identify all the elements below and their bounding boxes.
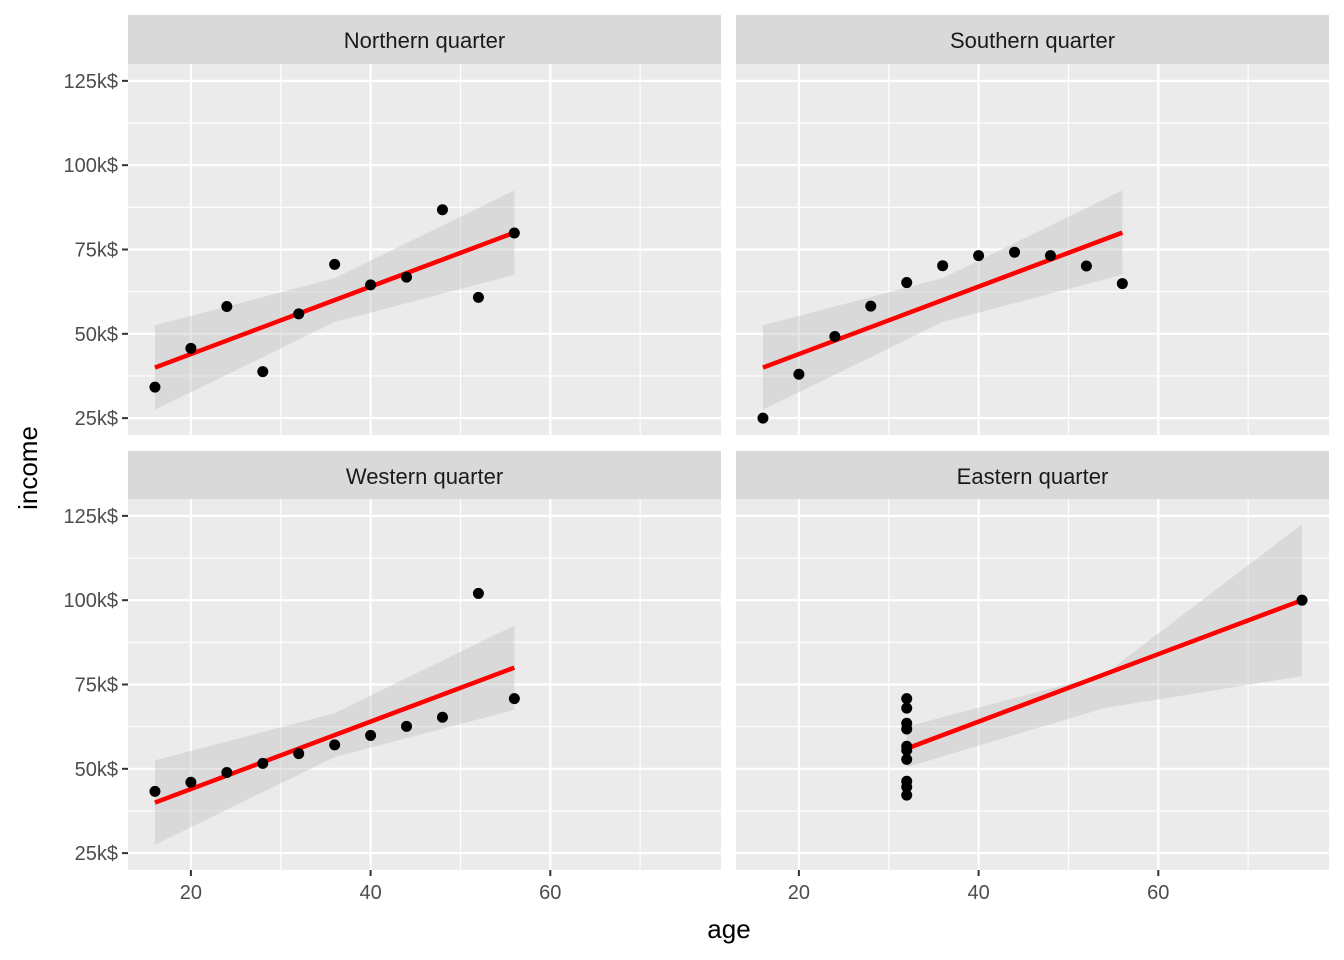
data-point xyxy=(293,748,305,760)
facet-panel: Western quarter 25k$ 50k$ 75k$ 100k$ 125k$ 20 4… xyxy=(64,451,721,904)
facet-strip xyxy=(128,451,721,499)
data-point xyxy=(472,291,484,303)
data-point xyxy=(1080,260,1092,272)
facet-panel: Eastern quarter 20 40 60 xyxy=(736,451,1329,904)
data-point xyxy=(973,250,985,262)
data-point xyxy=(901,753,913,765)
x-tick-label: 60 xyxy=(1147,882,1169,904)
data-point xyxy=(329,739,341,751)
confidence-band xyxy=(906,524,1303,768)
data-point xyxy=(257,366,269,378)
panels-layer: Northern quarter 25k$ 50k$ 75k$ 100k$ 125k$ So… xyxy=(64,15,1329,904)
y-tick-label: 125k$ xyxy=(64,506,119,528)
data-point xyxy=(829,331,841,343)
data-point xyxy=(865,300,877,312)
data-point xyxy=(185,342,197,354)
x-tick-label: 60 xyxy=(539,882,561,904)
x-tick-label: 40 xyxy=(967,882,989,904)
data-point xyxy=(1009,246,1021,258)
data-point xyxy=(901,789,913,801)
data-point xyxy=(149,381,161,393)
y-tick-label: 100k$ xyxy=(64,155,119,177)
regression-line xyxy=(905,598,1303,751)
data-point xyxy=(472,587,484,599)
regression-line xyxy=(762,230,1124,370)
facet-strip xyxy=(128,15,721,64)
data-point xyxy=(901,277,913,289)
data-point xyxy=(436,204,448,216)
facet-strip-label: Eastern quarter xyxy=(957,464,1109,489)
y-tick-label: 25k$ xyxy=(75,408,118,430)
data-point xyxy=(401,271,413,283)
data-point xyxy=(1116,278,1128,290)
y-tick-label: 50k$ xyxy=(75,759,118,781)
data-point xyxy=(901,717,913,729)
data-point xyxy=(436,711,448,723)
data-point xyxy=(221,300,233,312)
x-tick-label: 20 xyxy=(180,882,202,904)
regression-line xyxy=(154,230,516,370)
facet-panel: Southern quarter xyxy=(736,15,1329,435)
data-point xyxy=(329,258,341,270)
facet-strip-label: Western quarter xyxy=(346,464,503,489)
data-point xyxy=(508,693,520,705)
data-point xyxy=(293,308,305,320)
data-point xyxy=(365,729,377,741)
data-point xyxy=(365,279,377,291)
data-point xyxy=(1296,594,1308,606)
data-point xyxy=(149,785,161,797)
facet-strip-label: Northern quarter xyxy=(344,28,505,53)
data-point xyxy=(937,260,949,272)
data-point xyxy=(901,702,913,714)
data-point xyxy=(401,720,413,732)
data-point xyxy=(1044,250,1056,262)
y-tick-label: 125k$ xyxy=(64,71,119,93)
y-axis-title: income xyxy=(13,426,43,510)
data-point xyxy=(257,757,269,769)
facet-strip-label: Southern quarter xyxy=(950,28,1115,53)
y-tick-label: 100k$ xyxy=(64,590,119,612)
y-tick-label: 75k$ xyxy=(75,675,118,697)
data-point xyxy=(185,776,197,788)
facet-panel: Northern quarter 25k$ 50k$ 75k$ 100k$ 125k$ xyxy=(64,15,721,435)
y-tick-label: 25k$ xyxy=(75,843,118,865)
data-point xyxy=(793,368,805,380)
y-tick-label: 75k$ xyxy=(75,240,118,262)
facet-strip xyxy=(736,15,1329,64)
regression-line xyxy=(154,665,516,805)
x-axis-title: age xyxy=(707,914,750,944)
y-tick-label: 50k$ xyxy=(75,324,118,346)
data-point xyxy=(901,775,913,787)
data-point xyxy=(508,227,520,239)
x-tick-label: 40 xyxy=(359,882,381,904)
data-point xyxy=(221,767,233,779)
facet-strip xyxy=(736,451,1329,499)
data-point xyxy=(757,412,769,424)
x-tick-label: 20 xyxy=(788,882,810,904)
data-point xyxy=(901,693,913,705)
data-point xyxy=(901,740,913,752)
